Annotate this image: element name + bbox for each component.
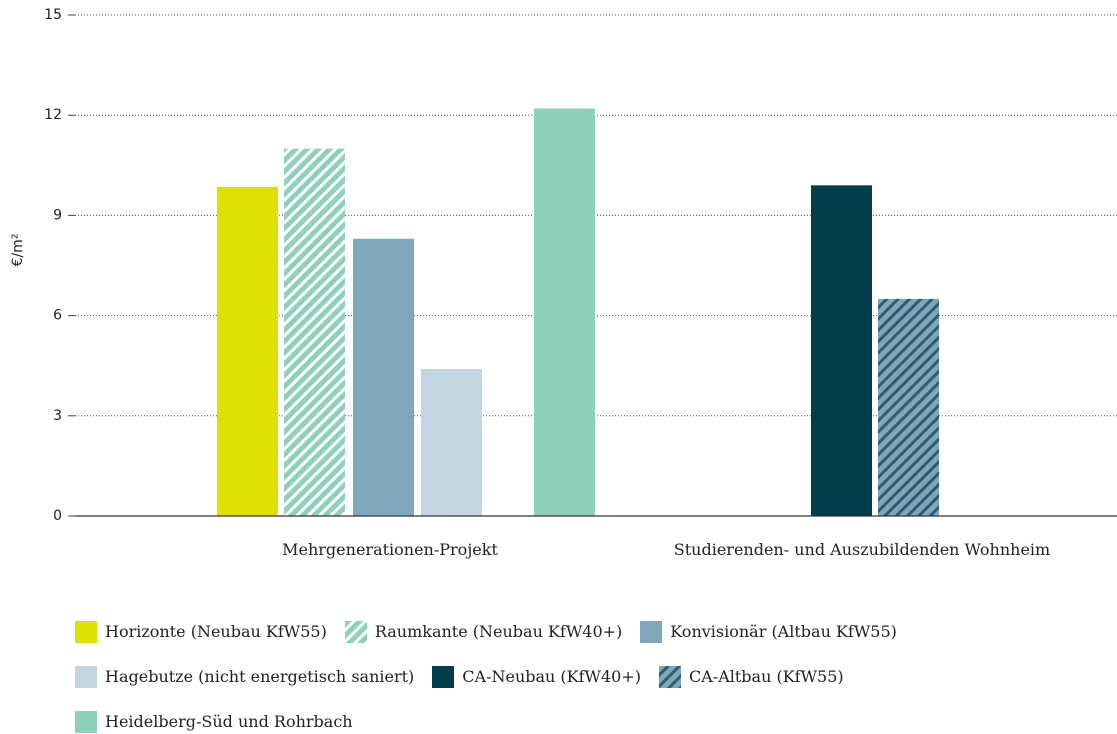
legend-label: Konvisionär (Altbau KfW55)	[670, 622, 897, 641]
legend-swatch	[640, 620, 663, 643]
legend-item: Konvisionär (Altbau KfW55)	[640, 619, 897, 644]
swatch	[432, 665, 455, 688]
legend-item: Horizonte (Neubau KfW55)	[75, 619, 327, 644]
chart: €/m² 0 3 6 9 12 15	[10, 7, 1117, 524]
legend-swatch	[344, 620, 367, 643]
swatch	[75, 620, 97, 643]
y-tick-label: 12	[44, 107, 62, 123]
legend-label: CA-Neubau (KfW40+)	[462, 667, 641, 686]
y-axis-label: €/m²	[10, 234, 26, 267]
swatch	[344, 620, 367, 643]
legend-swatch	[432, 665, 455, 688]
legend-label: Raumkante (Neubau KfW40+)	[374, 622, 623, 641]
y-tick-label: 0	[53, 508, 62, 524]
x-tick-label: Mehrgenerationen-Projekt	[282, 540, 498, 559]
swatch	[75, 665, 97, 688]
legend: Horizonte (Neubau KfW55) Raumkante (Neuba…	[75, 619, 1075, 734]
y-tick-label: 6	[53, 308, 62, 324]
swatch	[640, 620, 663, 643]
bar	[421, 369, 482, 516]
legend-swatch	[75, 665, 97, 688]
legend-item: Raumkante (Neubau KfW40+)	[344, 619, 623, 644]
y-tick-label: 9	[53, 207, 62, 223]
bar	[534, 108, 595, 517]
bar	[353, 238, 414, 516]
bar	[811, 185, 872, 516]
y-tick-label: 3	[53, 408, 62, 424]
legend-label: Hagebutze (nicht energetisch saniert)	[105, 667, 415, 686]
legend-label: Horizonte (Neubau KfW55)	[105, 622, 327, 641]
bar	[217, 187, 278, 516]
x-tick-label: Studierenden- und Auszubildenden Wohnhei…	[673, 540, 1051, 559]
legend-label: CA-Altbau (KfW55)	[689, 667, 844, 686]
legend-item: CA-Altbau (KfW55)	[659, 664, 844, 689]
swatch	[75, 710, 97, 733]
bar	[878, 298, 939, 516]
legend-swatch	[75, 620, 97, 643]
swatch	[659, 665, 681, 688]
legend-label: Heidelberg-Süd und Rohrbach	[105, 712, 353, 731]
bar	[284, 148, 345, 516]
legend-item: Hagebutze (nicht energetisch saniert)	[75, 664, 414, 689]
legend-swatch	[659, 665, 681, 688]
legend-item: CA-Neubau (KfW40+)	[432, 664, 641, 689]
legend-swatch	[75, 710, 97, 733]
legend-item: Heidelberg-Süd und Rohrbach	[75, 709, 353, 734]
y-tick-label: 15	[44, 7, 62, 23]
